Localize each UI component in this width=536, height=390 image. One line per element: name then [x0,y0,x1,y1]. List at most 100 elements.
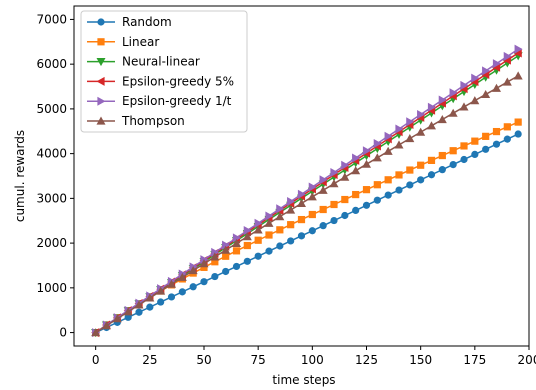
data-point-thompson [502,77,512,86]
data-point-linear [362,186,371,194]
data-point-random [471,150,479,158]
data-point-random [482,145,490,153]
series-line-epsilon-greedy-1-t [95,48,519,334]
legend-marker-epsilon-greedy-1-t [97,96,106,106]
data-point-thompson [427,121,436,130]
data-point-epsilon-greedy-1-t [341,160,350,170]
data-point-thompson [470,96,480,105]
data-point-linear [232,247,241,255]
legend-label-random: Random [122,15,172,29]
data-point-epsilon-greedy-1-t [406,117,415,127]
data-point-linear [254,236,262,244]
legend-label-thompson: Thompson [121,114,185,128]
data-point-thompson [156,286,166,295]
legend-label-epsilon-greedy-1-t: Epsilon-greedy 1/t [122,94,232,108]
y-tick-label: 3000 [36,191,67,205]
legend-marker-random [97,18,105,26]
data-point-random [308,227,316,235]
data-point-thompson [167,279,176,288]
data-point-epsilon-greedy-1-t [460,80,469,90]
data-point-random [417,176,425,184]
y-tick-label: 4000 [36,147,67,161]
data-point-random [189,283,197,291]
data-point-linear [319,205,327,214]
data-point-random [265,247,273,255]
data-point-random [362,201,371,209]
data-point-thompson [210,252,220,261]
data-point-random [406,181,414,189]
x-tick-label: 100 [301,353,324,367]
y-tick-label: 2000 [36,236,67,250]
data-point-epsilon-greedy-1-t [200,255,209,265]
x-tick-label: 50 [196,353,211,367]
data-point-linear [514,118,522,126]
series-thompson [91,71,523,337]
data-point-thompson [481,89,491,99]
data-point-random [157,298,165,306]
data-point-random [243,257,251,265]
data-point-linear [341,195,349,204]
data-point-random [146,303,154,311]
data-point-random [427,171,436,179]
data-point-random [352,206,360,215]
legend-label-linear: Linear [122,35,159,49]
data-point-thompson [329,179,339,188]
data-point-random [178,288,186,296]
legend-marker-thompson [96,116,106,125]
data-point-epsilon-greedy-1-t [319,175,328,185]
x-tick-label: 25 [142,353,157,367]
data-point-linear [482,132,490,140]
x-tick-label: 0 [92,353,100,367]
data-point-random [167,293,176,301]
data-point-random [395,186,403,194]
y-tick-label: 7000 [36,12,67,26]
data-point-thompson [264,218,274,227]
data-point-epsilon-greedy-1-t [492,59,501,69]
data-point-epsilon-greedy-1-t [287,197,296,207]
axes-layer: 0255075100125150175200010002000300040005… [36,12,536,367]
data-point-epsilon-greedy-1-t [265,211,274,221]
data-point-linear [460,142,468,150]
legend: Random Linear Neural-linear Epsilon-greedy … [80,10,248,133]
legend-label-neural-linear: Neural-linear [122,55,200,69]
x-tick-label: 75 [251,353,266,367]
data-point-linear [211,258,219,266]
data-point-linear [297,215,306,224]
data-point-thompson [307,192,317,201]
data-point-thompson [102,321,111,330]
data-point-thompson [91,328,101,337]
data-point-linear [427,156,436,164]
data-point-thompson [372,153,382,162]
data-point-epsilon-greedy-1-t [330,168,339,178]
data-point-thompson [145,293,155,302]
data-point-thompson [416,127,426,136]
x-tick-label: 175 [463,353,486,367]
data-point-linear [438,151,446,160]
data-point-thompson [459,102,469,111]
data-point-epsilon-greedy-1-t [395,124,404,134]
y-tick-label: 1000 [36,281,67,295]
data-point-random [287,237,295,245]
data-point-linear [200,263,208,271]
y-tick-label: 0 [59,326,67,340]
data-point-epsilon-greedy-1-t [297,189,306,199]
data-point-thompson [351,166,361,175]
series-line-random [95,133,519,334]
data-point-random [222,267,230,276]
data-point-thompson [232,238,241,247]
data-point-linear [417,161,425,169]
data-point-thompson [405,134,415,143]
data-point-thompson [383,146,393,155]
data-point-epsilon-greedy-1-t [427,102,436,112]
data-point-random [438,166,446,174]
data-point-epsilon-greedy-1-t [276,204,285,214]
data-point-linear [503,123,511,131]
legend-marker-epsilon-greedy-5 [96,76,105,86]
data-point-epsilon-greedy-1-t [222,240,231,250]
y-tick-label: 6000 [36,57,67,71]
data-point-epsilon-greedy-1-t [254,218,263,228]
data-point-epsilon-greedy-1-t [211,247,220,257]
data-point-thompson [513,71,523,80]
